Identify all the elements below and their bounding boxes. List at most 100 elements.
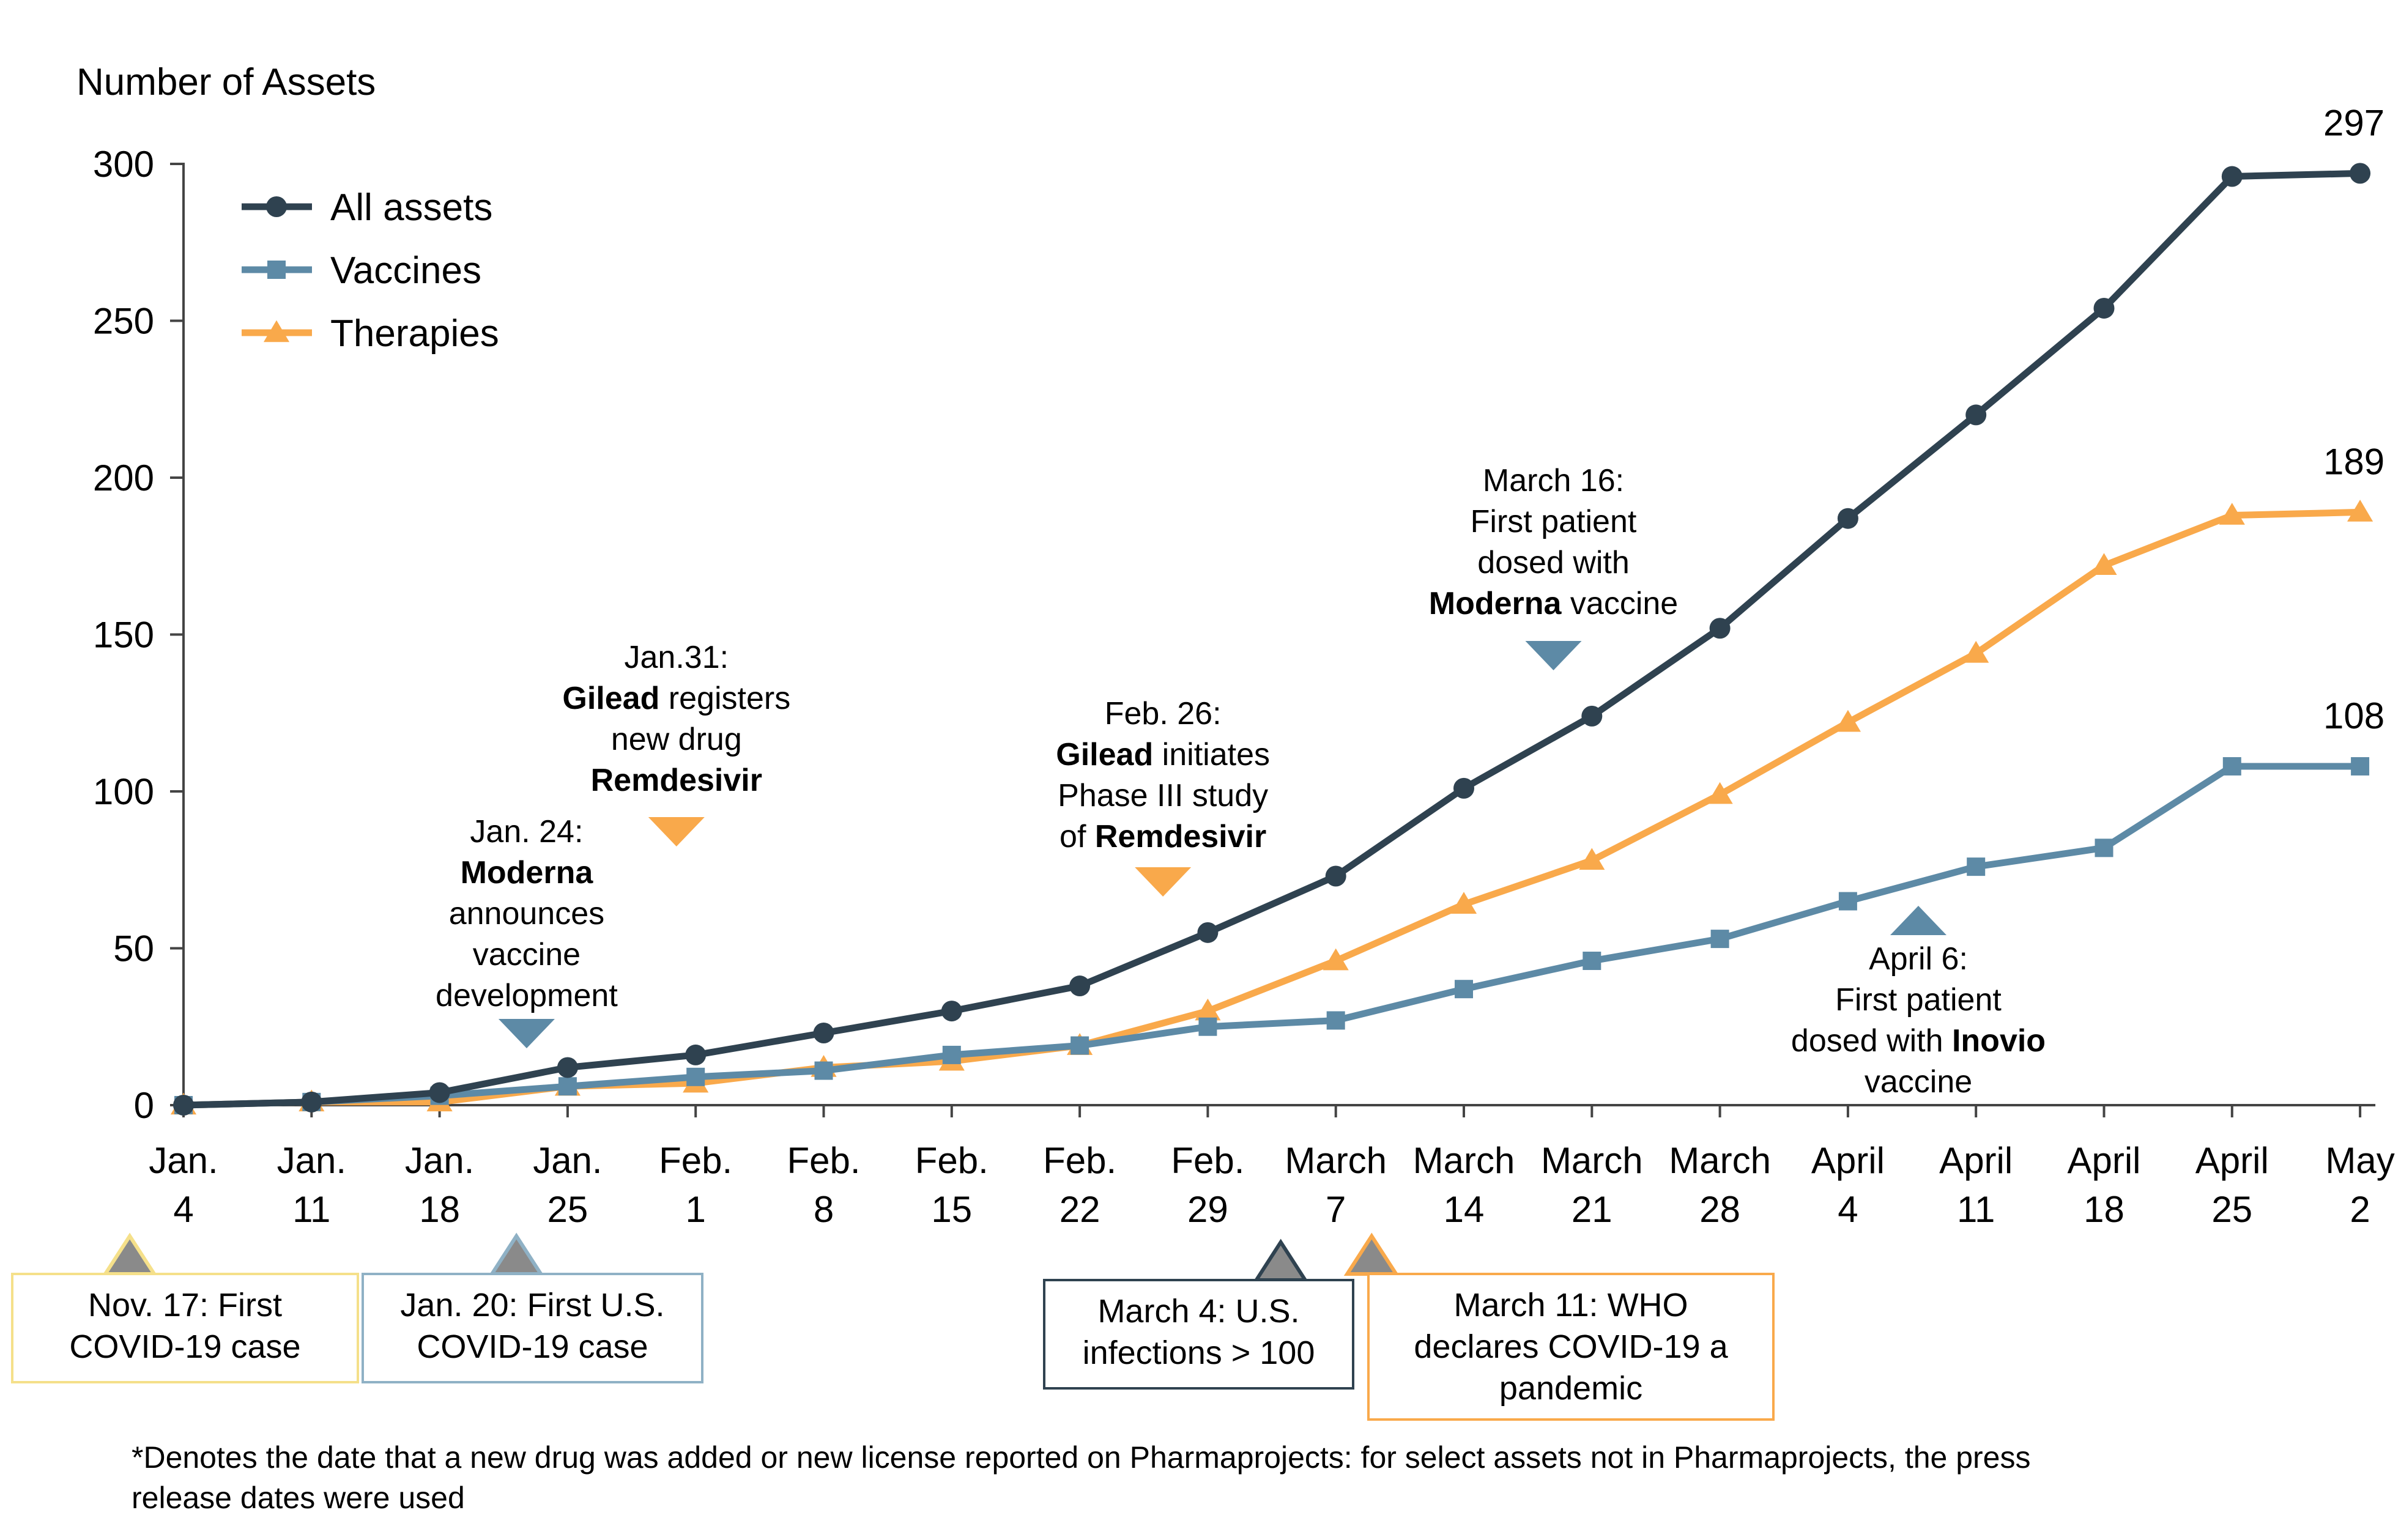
annotation-segment: Remdesivir: [1095, 819, 1266, 854]
annotations: Jan. 24: Moderna announces vaccine developme…: [436, 463, 2046, 1100]
y-tick-label: 200: [93, 457, 154, 498]
data-point: [1583, 952, 1601, 971]
event-box-text: Nov. 17: First: [88, 1287, 282, 1323]
y-tick-label: 100: [93, 771, 154, 812]
data-point: [814, 1061, 833, 1080]
annotation-line: vaccine: [473, 937, 581, 972]
x-tick-label: 28: [1699, 1189, 1740, 1230]
end-value-label: 189: [2323, 441, 2384, 482]
annotation-line: First patient: [1835, 982, 2002, 1018]
legend-marker: [266, 196, 287, 217]
footnote-line-1: *Denotes the date that a new drug was ad…: [132, 1440, 2031, 1475]
legend-item: Vaccines: [242, 250, 481, 292]
y-axis-title: Number of Assets: [76, 61, 376, 103]
y-tick-label: 300: [93, 144, 154, 185]
data-point: [1198, 1017, 1217, 1036]
annotation-line: of Remdesivir: [1059, 819, 1266, 854]
x-tick-label: Jan.: [533, 1140, 602, 1181]
axes: 050100150200250300Jan.4Jan.11Jan.18Jan.2…: [93, 144, 2395, 1230]
data-point: [1323, 948, 1349, 971]
event-box-mar4: March 4: U.S. infections > 100: [1043, 1238, 1354, 1390]
series-vaccines: 108: [174, 695, 2384, 1114]
x-tick-label: 29: [1187, 1189, 1228, 1230]
annotation-segment: Jan.31:: [625, 640, 729, 675]
annotation-segment: First patient: [1471, 504, 1637, 539]
annotation-line: First patient: [1471, 504, 1637, 539]
x-tick-label: 14: [1444, 1189, 1485, 1230]
x-tick-label: April: [2067, 1140, 2140, 1181]
annotation-arrow: [1135, 867, 1192, 897]
data-point: [429, 1082, 450, 1103]
x-tick-label: Feb.: [915, 1140, 989, 1181]
series-all-assets: 297: [173, 102, 2384, 1116]
legend-item: All assets: [242, 187, 492, 229]
end-value-label: 108: [2323, 695, 2384, 736]
annotation-line: dosed with: [1477, 545, 1630, 580]
annotation-jan31: Jan.31: Gilead registers new drug Remdesivi…: [562, 640, 790, 846]
event-box-jan20: Jan. 20: First U.S. COVID-19 case: [362, 1232, 703, 1383]
annotation-segment: Phase III study: [1058, 778, 1268, 813]
series-therapies: 189: [170, 441, 2384, 1115]
annotation-segment: April 6:: [1869, 941, 1968, 977]
data-point: [1071, 1036, 1089, 1055]
x-tick-label: Feb.: [659, 1140, 732, 1181]
annotation-arrow: [648, 817, 705, 846]
event-marker: [1253, 1238, 1309, 1282]
x-tick-label: Feb.: [1171, 1140, 1244, 1181]
annotation-line: Gilead registers: [562, 681, 790, 716]
annotation-segment: March 16:: [1483, 463, 1624, 498]
annotation-line: Feb. 26:: [1105, 696, 1222, 731]
x-tick-label: 8: [814, 1189, 834, 1230]
data-point: [813, 1023, 834, 1044]
annotation-segment: vaccine: [473, 937, 581, 972]
annotation-segment: Inovio: [1952, 1023, 2046, 1059]
y-tick-label: 250: [93, 301, 154, 342]
annotation-segment: First patient: [1835, 982, 2002, 1018]
data-point: [1579, 848, 1605, 870]
annotation-segment: Jan. 24:: [470, 814, 583, 850]
legend: All assets Vaccines Therapies: [242, 187, 499, 355]
legend-item: Therapies: [242, 313, 499, 355]
annotation-segment: announces: [449, 896, 604, 931]
annotation-line: April 6:: [1869, 941, 1968, 977]
data-point: [1707, 782, 1733, 804]
annotation-line: dosed with Inovio: [1791, 1023, 2046, 1059]
event-box: [11, 1273, 359, 1383]
data-point: [2095, 838, 2113, 857]
annotation-apr6: April 6: First patient dosed with Inovio va…: [1791, 906, 2046, 1100]
annotation-segment: Gilead: [562, 681, 659, 716]
x-tick-label: April: [1811, 1140, 1885, 1181]
annotation-segment: initiates: [1153, 737, 1270, 772]
data-point: [1837, 508, 1858, 529]
annotation-feb26: Feb. 26: Gilead initiates Phase III study o…: [1056, 696, 1270, 897]
annotation-line: Moderna: [461, 855, 594, 890]
data-point: [2347, 500, 2373, 522]
x-tick-label: 2: [2350, 1189, 2370, 1230]
x-tick-label: April: [2195, 1140, 2269, 1181]
event-box: [1043, 1279, 1354, 1390]
annotation-segment: new drug: [611, 722, 742, 757]
data-point: [2350, 163, 2371, 184]
annotation-segment: registers: [659, 681, 790, 716]
data-point: [1838, 892, 1857, 911]
data-point: [1967, 857, 1986, 876]
annotation-segment: Remdesivir: [591, 763, 762, 798]
x-tick-label: 4: [1838, 1189, 1858, 1230]
annotation-segment: Moderna: [1429, 586, 1562, 621]
x-tick-label: May: [2325, 1140, 2394, 1181]
annotation-line: vaccine: [1865, 1064, 1972, 1100]
data-point: [1450, 892, 1477, 914]
x-tick-label: Feb.: [1043, 1140, 1116, 1181]
data-point: [301, 1091, 322, 1112]
x-tick-label: 1: [686, 1189, 706, 1230]
data-point: [1581, 705, 1603, 727]
x-tick-label: March: [1541, 1140, 1643, 1181]
x-tick-label: March: [1669, 1140, 1771, 1181]
annotation-segment: Moderna: [461, 855, 594, 890]
event-box-text: March 11: WHO: [1453, 1287, 1688, 1323]
x-tick-label: March: [1413, 1140, 1515, 1181]
data-point: [1963, 640, 1989, 663]
data-point: [2222, 757, 2241, 776]
data-point: [558, 1077, 577, 1096]
